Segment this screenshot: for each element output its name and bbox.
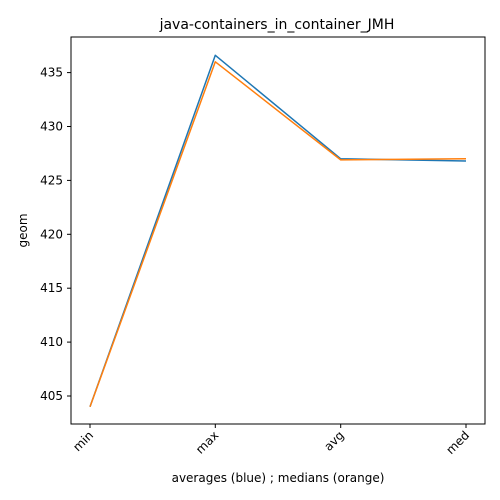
y-tick-label-425: 425 — [40, 173, 63, 187]
y-tick-label-410: 410 — [40, 335, 63, 349]
y-axis-ticks: 405 410 415 420 425 430 435 — [40, 66, 71, 403]
plot-area-frame — [70, 36, 486, 425]
y-tick-label-430: 430 — [40, 120, 63, 134]
y-tick-label-415: 415 — [40, 281, 63, 295]
x-axis-label: averages (blue) ; medians (orange) — [172, 471, 385, 485]
series-layer — [89, 54, 467, 408]
y-tick-label-435: 435 — [40, 66, 63, 80]
chart-title: java-containers_in_container_JMH — [159, 17, 395, 33]
y-axis-label: geom — [16, 213, 30, 247]
y-tick-label-405: 405 — [40, 389, 63, 403]
series-line-2 — [89, 61, 467, 408]
y-tick-label-420: 420 — [40, 227, 63, 241]
